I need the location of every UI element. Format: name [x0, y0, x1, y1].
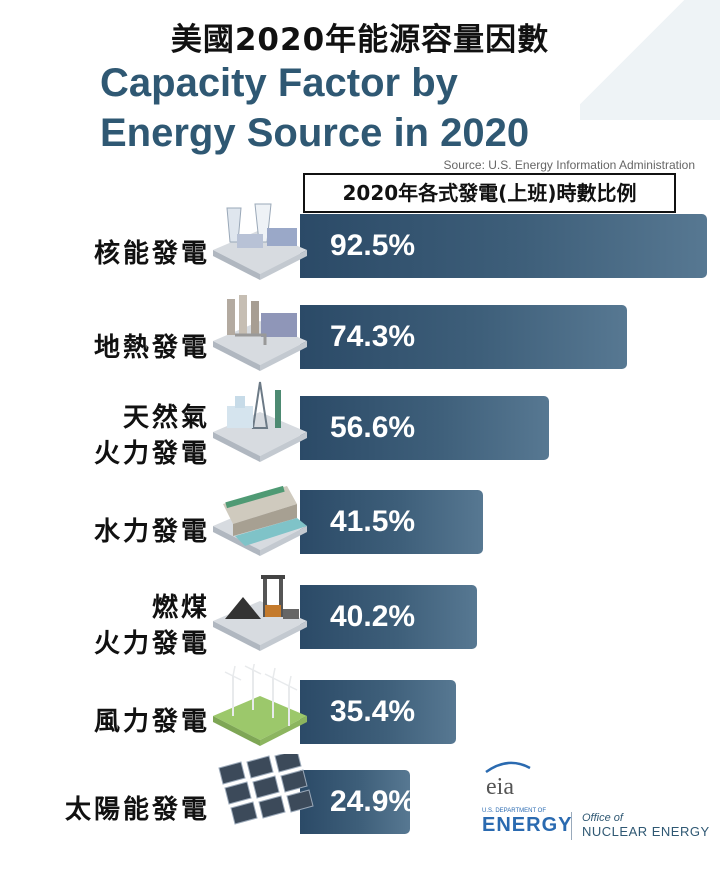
bar-value-label: 24.9%	[330, 785, 416, 818]
bar-value-label: 40.2%	[330, 600, 416, 633]
category-label: 地熱發電	[20, 330, 210, 366]
natural-gas-plant-icon	[213, 381, 307, 462]
office-line1: Office of	[582, 812, 623, 824]
category-label-line: 地熱發電	[93, 333, 210, 363]
geothermal-plant-icon	[213, 295, 307, 371]
bar	[300, 490, 483, 554]
category-label: 燃煤火力發電	[20, 590, 210, 662]
category-label-line: 火力發電	[93, 629, 210, 659]
bar-value-label: 35.4%	[330, 695, 416, 728]
bar	[300, 214, 707, 278]
solar-panel-icon	[218, 754, 314, 825]
category-label-line: 燃煤	[151, 593, 210, 623]
category-label: 核能發電	[20, 236, 210, 272]
category-label-line: 風力發電	[93, 707, 210, 737]
doe-logo-small-text: U.S. DEPARTMENT OF	[482, 808, 547, 814]
chart-subtitle: 2020年各式發電(上班)時數比例	[303, 173, 676, 213]
bar	[300, 396, 549, 460]
office-line2: NUCLEAR ENERGY	[582, 824, 710, 839]
eia-logo: eia	[485, 761, 531, 798]
bar	[300, 680, 456, 744]
category-label-line: 水力發電	[93, 517, 210, 547]
doe-logo-big-text: ENERGY	[482, 814, 573, 836]
category-label-line: 火力發電	[93, 439, 210, 469]
category-label: 太陽能發電	[20, 792, 210, 828]
corner-background	[580, 0, 720, 120]
bar-value-label: 56.6%	[330, 411, 416, 444]
chart-title-english: Capacity Factor by Energy Source in 2020	[100, 58, 529, 158]
logo-divider	[571, 812, 572, 840]
doe-logo: U.S. DEPARTMENT OF ENERGY	[482, 808, 572, 837]
hydro-dam-icon	[213, 485, 307, 556]
wind-turbine-icon	[213, 664, 307, 746]
nuclear-plant-icon	[213, 203, 307, 280]
category-label: 水力發電	[20, 514, 210, 550]
chart-title-chinese: 美國2020年能源容量因數	[170, 22, 550, 58]
bar	[300, 770, 410, 834]
category-label-line: 核能發電	[93, 239, 210, 269]
category-label-line: 天然氣	[122, 403, 210, 433]
category-label: 天然氣火力發電	[20, 400, 210, 472]
bar-value-label: 74.3%	[330, 320, 416, 353]
eia-logo-text: eia	[486, 774, 514, 798]
chart-source: Source: U.S. Energy Information Administ…	[443, 158, 695, 172]
category-label-line: 太陽能發電	[64, 795, 210, 825]
bar-value-label: 92.5%	[330, 229, 416, 262]
bar	[300, 305, 627, 369]
coal-mine-icon	[213, 575, 307, 651]
bar	[300, 585, 477, 649]
chart-title-line2: Energy Source in 2020	[100, 111, 530, 155]
office-of-nuclear-energy-logo: Office of NUCLEAR ENERGY	[582, 812, 710, 839]
category-label: 風力發電	[20, 704, 210, 740]
bar-value-label: 41.5%	[330, 505, 416, 538]
chart-title-line1: Capacity Factor by	[100, 61, 458, 105]
